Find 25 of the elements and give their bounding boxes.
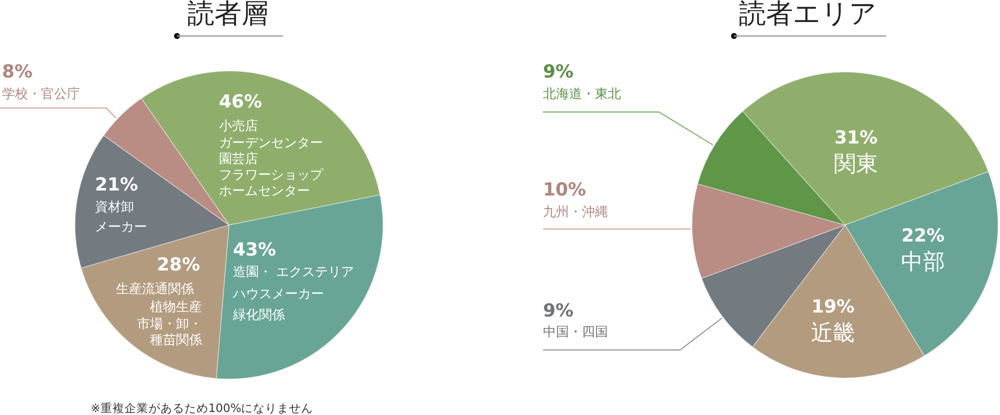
slice-label: 資材卸メーカー bbox=[95, 200, 147, 234]
data-label: 43% bbox=[233, 240, 276, 260]
slice-label: 九州・沖縄 bbox=[543, 204, 608, 220]
slice-label: 関東 bbox=[834, 152, 878, 176]
slice-label: 造園・ エクステリアハウスメーカー緑化関係 bbox=[232, 264, 354, 322]
slice-label: 近畿 bbox=[811, 320, 855, 346]
data-label: 19% bbox=[811, 296, 855, 318]
data-label: 46% bbox=[219, 92, 262, 112]
data-label: 9% bbox=[543, 62, 574, 82]
data-label: 9% bbox=[543, 300, 574, 322]
data-label: 31% bbox=[834, 128, 878, 148]
slice-label: 生産流通関係植物生産市場・卸・種苗関係 bbox=[116, 280, 202, 348]
chart-title: 読者エリア bbox=[739, 0, 877, 30]
slice-label: 中国・四国 bbox=[543, 324, 608, 340]
slice-label: 小売店ガーデンセンター園芸店フラワーショップホームセンター bbox=[219, 118, 324, 198]
slice-label: 学校・官公庁 bbox=[2, 86, 80, 102]
chart-title: 読者層 bbox=[188, 0, 268, 30]
data-label: 21% bbox=[95, 174, 138, 196]
slice-label: 北海道・東北 bbox=[543, 86, 621, 102]
data-label: 8% bbox=[2, 62, 33, 82]
slice-label: 中部 bbox=[901, 250, 945, 274]
data-label: 28% bbox=[156, 254, 200, 276]
data-label: 22% bbox=[901, 226, 945, 246]
data-label: 10% bbox=[543, 180, 586, 200]
text: ※重複企業があるため100%になりません bbox=[90, 401, 314, 415]
